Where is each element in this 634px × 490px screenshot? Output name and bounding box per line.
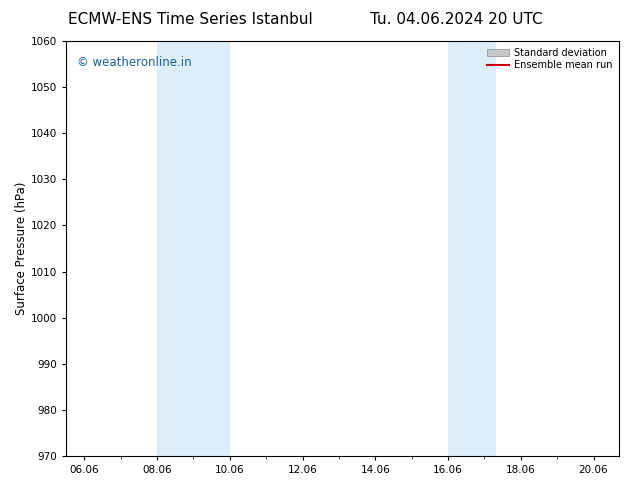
Y-axis label: Surface Pressure (hPa): Surface Pressure (hPa) bbox=[15, 182, 28, 315]
Bar bbox=[157, 41, 230, 456]
Bar bbox=[448, 41, 496, 456]
Legend: Standard deviation, Ensemble mean run: Standard deviation, Ensemble mean run bbox=[486, 46, 614, 72]
Text: ECMW-ENS Time Series Istanbul: ECMW-ENS Time Series Istanbul bbox=[68, 12, 313, 27]
Text: Tu. 04.06.2024 20 UTC: Tu. 04.06.2024 20 UTC bbox=[370, 12, 543, 27]
Text: © weatheronline.in: © weatheronline.in bbox=[77, 55, 191, 69]
